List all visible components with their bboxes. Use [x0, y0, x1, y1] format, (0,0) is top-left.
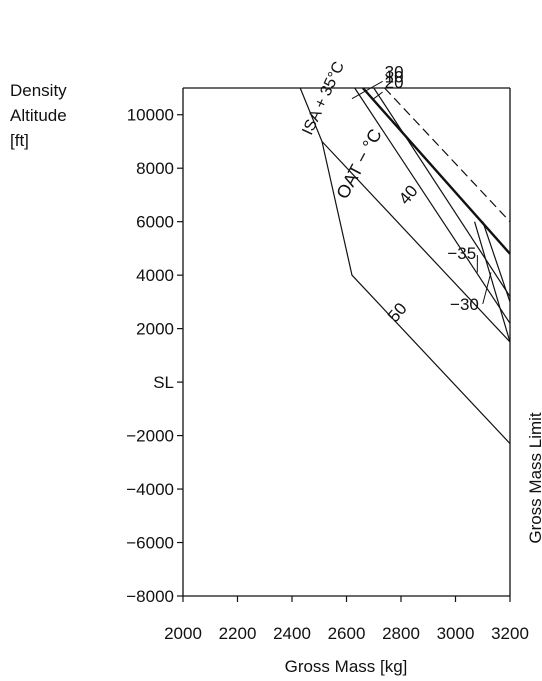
- y-tick-label: −4000: [126, 480, 174, 499]
- x-tick-label: 3000: [437, 624, 475, 643]
- annotation-t10: 10: [385, 68, 404, 87]
- x-tick-label: 2600: [328, 624, 366, 643]
- annotation-t50: 50: [384, 299, 411, 326]
- y-tick-label: 10000: [127, 106, 174, 125]
- x-axis-label: Gross Mass [kg]: [285, 657, 408, 676]
- annotation-tm35: −35: [447, 244, 476, 263]
- y-tick-label: 4000: [136, 266, 174, 285]
- y-axis-label-line-2: Altitude: [10, 106, 67, 125]
- series-line-1: [321, 141, 511, 343]
- y-tick-label: −2000: [126, 427, 174, 446]
- annotation-t40: 40: [395, 182, 422, 209]
- leader-minus-30: [482, 272, 492, 305]
- y-tick-label: 2000: [136, 320, 174, 339]
- ticks-layer: 10000 8000 6000 4000 2000 SL −2000 −4000 −6000 −8…: [126, 106, 529, 643]
- x-tick-label: 2000: [164, 624, 202, 643]
- y-tick-label: −8000: [126, 587, 174, 606]
- y-axis-label-line-1: Density: [10, 81, 67, 100]
- x-tick-label: 2800: [382, 624, 420, 643]
- labels-layer: Density Altitude [ft] Gross Mass [kg] Gr…: [10, 81, 542, 676]
- annotation-tm30: −30: [450, 295, 479, 314]
- y-tick-label: 6000: [136, 213, 174, 232]
- annotation-oat: OAT − °C: [332, 126, 385, 203]
- series-line-6: [474, 221, 511, 343]
- x-tick-label: 2200: [219, 624, 257, 643]
- series-line-0: [299, 87, 511, 445]
- series-line-2: [354, 87, 511, 324]
- y-tick-label: −6000: [126, 534, 174, 553]
- annotation-t30: 30: [385, 62, 404, 81]
- leader-30: [351, 80, 383, 100]
- series-line-3: [373, 87, 511, 297]
- y-tick-label: SL: [153, 373, 174, 392]
- series-line-4: [362, 87, 511, 255]
- y-axis-label-line-3: [ft]: [10, 131, 29, 150]
- leader-20: [373, 91, 383, 100]
- series-layer: [299, 87, 511, 445]
- annotation-isa: ISA + 35°C: [299, 59, 348, 138]
- x-tick-label: 3200: [491, 624, 529, 643]
- x-tick-label: 2400: [273, 624, 311, 643]
- series-line-7: [482, 221, 511, 303]
- y-tick-label: 8000: [136, 159, 174, 178]
- annotation-t20: 20: [385, 73, 404, 92]
- series-line-5: [384, 87, 511, 223]
- gross-mass-limit-label: Gross Mass Limit: [526, 412, 542, 544]
